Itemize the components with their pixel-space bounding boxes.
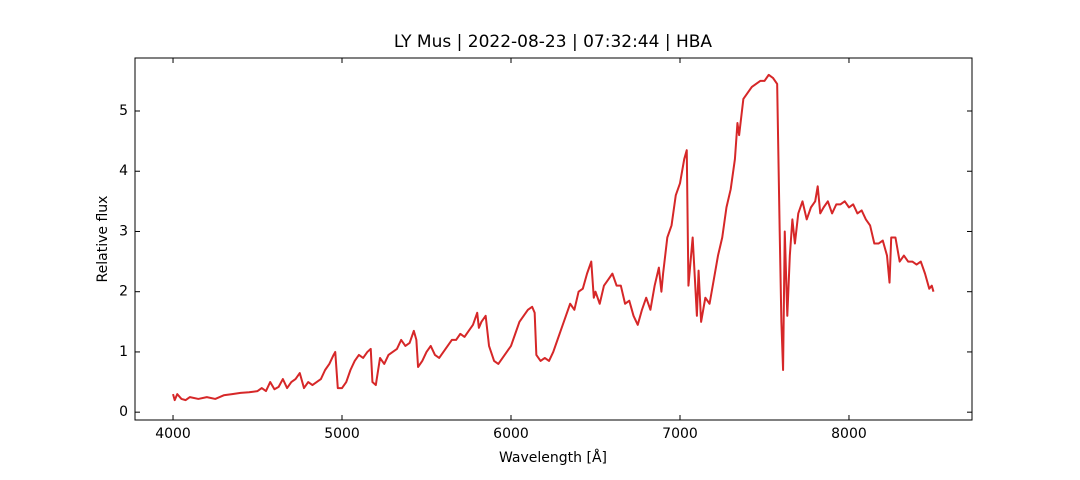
x-tick-label: 7000 bbox=[662, 426, 698, 442]
x-axis-label: Wavelength [Å] bbox=[499, 449, 607, 466]
y-tick-label: 4 bbox=[119, 163, 128, 179]
x-tick-label: 5000 bbox=[324, 426, 360, 442]
x-tick-label: 8000 bbox=[831, 426, 867, 442]
y-tick-label: 1 bbox=[119, 344, 128, 360]
spectrum-line bbox=[172, 73, 935, 402]
y-axis-label: Relative flux bbox=[95, 196, 111, 283]
x-tick-label: 4000 bbox=[155, 426, 191, 442]
chart-title: LY Mus | 2022-08-23 | 07:32:44 | HBA bbox=[394, 32, 712, 52]
y-tick-label: 5 bbox=[119, 103, 128, 119]
plot-frame bbox=[134, 57, 973, 421]
x-tick-label: 6000 bbox=[493, 426, 529, 442]
y-tick-label: 0 bbox=[119, 404, 128, 420]
y-tick-label: 2 bbox=[119, 284, 128, 300]
y-tick-label: 3 bbox=[119, 223, 128, 239]
